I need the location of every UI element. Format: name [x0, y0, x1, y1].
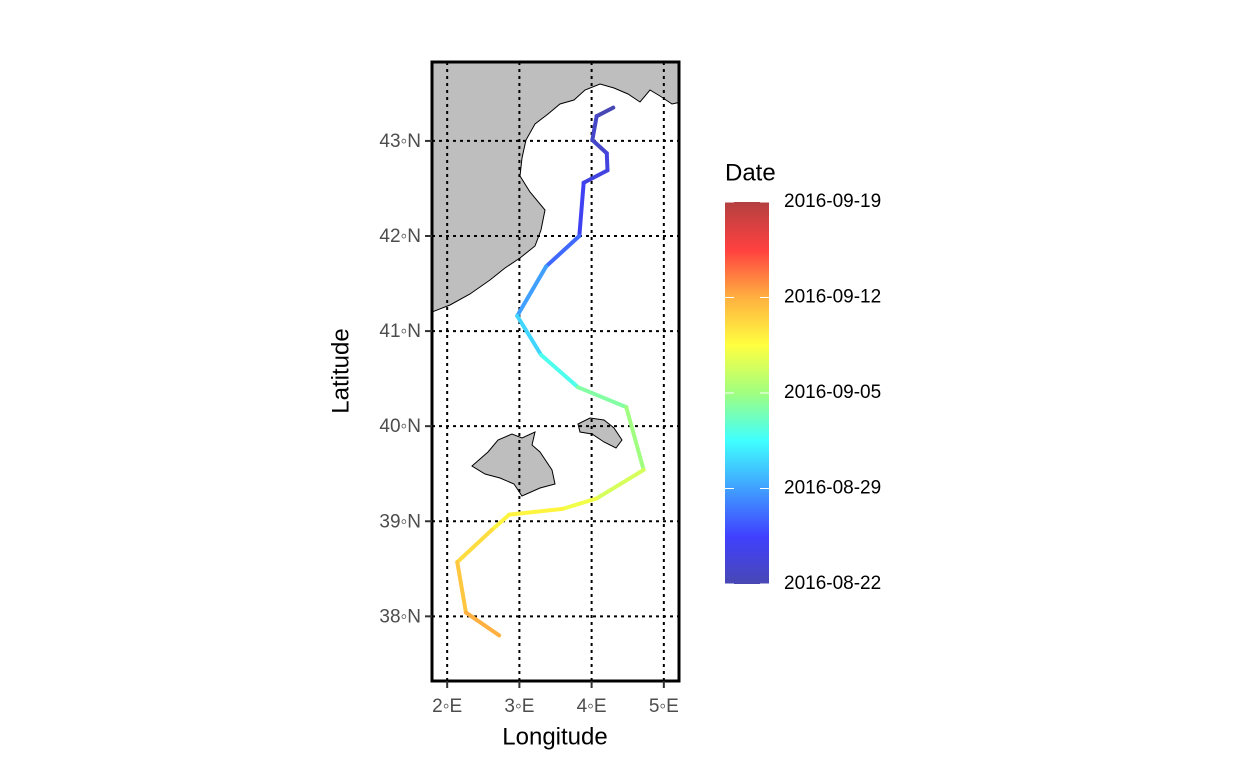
- y-axis-title: Latitude: [327, 328, 354, 413]
- menorca: [577, 417, 623, 449]
- track-segment: [590, 114, 599, 142]
- x-tick-label: 3◦E: [504, 696, 534, 717]
- track-segment: [624, 405, 646, 472]
- track-segment: [590, 137, 609, 156]
- mallorca: [471, 431, 556, 497]
- colorbar-tick-label: 2016-09-12: [784, 287, 881, 308]
- x-tick-label: 4◦E: [577, 696, 607, 717]
- x-axis-title: Longitude: [502, 723, 607, 750]
- track-segment: [544, 234, 582, 269]
- track-segment: [463, 610, 502, 638]
- colorbar-tick-label: 2016-09-05: [784, 382, 881, 403]
- land: [432, 62, 679, 497]
- y-tick-label: 39◦N: [379, 511, 421, 532]
- y-tick-label: 40◦N: [379, 416, 421, 437]
- track-segment: [515, 313, 544, 357]
- mainland-coast: [432, 62, 679, 313]
- grid: [432, 62, 679, 681]
- track-segment: [560, 496, 599, 511]
- y-tick-label: 43◦N: [379, 131, 421, 152]
- y-tick-label: 38◦N: [379, 606, 421, 627]
- track-segment: [539, 352, 580, 390]
- colorbar-tick-label: 2016-08-22: [784, 573, 881, 594]
- track-segment: [575, 385, 629, 410]
- track-segment: [604, 151, 610, 173]
- colorbar-tick-label: 2016-08-29: [784, 478, 881, 499]
- track-segment: [594, 467, 646, 501]
- track-segment: [507, 506, 565, 517]
- panel-frame: [430, 60, 681, 683]
- track-segment: [515, 264, 549, 318]
- track-segment: [581, 168, 610, 185]
- colorbar-title: Date: [725, 159, 776, 186]
- track-segment: [577, 180, 586, 239]
- x-tick-label: 5◦E: [649, 696, 679, 717]
- y-tick-label: 42◦N: [379, 226, 421, 247]
- track-segment: [594, 105, 616, 119]
- track: [455, 105, 646, 638]
- x-tick-label: 2◦E: [432, 696, 462, 717]
- colorbar-tick-label: 2016-09-19: [784, 191, 881, 212]
- track-segment: [489, 512, 512, 532]
- track-segment: [455, 560, 468, 615]
- y-tick-label: 41◦N: [379, 321, 421, 342]
- track-segment: [455, 527, 494, 565]
